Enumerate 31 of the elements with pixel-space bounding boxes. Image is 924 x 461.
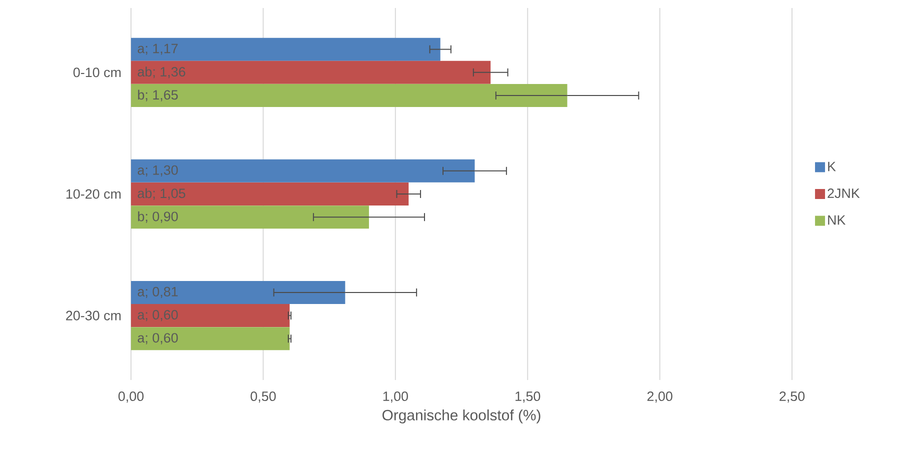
- x-tick-label: 1,00: [383, 392, 408, 403]
- x-tick-label: 0,50: [250, 392, 276, 403]
- data-label: ab; 1,36: [138, 66, 186, 78]
- y-tick-label: 20-30 cm: [66, 310, 121, 320]
- data-label: a; 0,81: [138, 286, 178, 298]
- bar: [131, 182, 409, 206]
- y-tick-label: 10-20 cm: [66, 189, 121, 199]
- legend-label: 2JNK: [828, 188, 860, 198]
- bar: [131, 327, 290, 350]
- data-label: a; 0,60: [138, 310, 178, 322]
- legend-label: K: [828, 162, 836, 172]
- data-label: b; 1,65: [138, 90, 178, 102]
- x-tick-label: 2,00: [647, 392, 672, 403]
- data-label: a; 1,30: [138, 165, 178, 176]
- y-tick-label: 0-10 cm: [73, 68, 121, 78]
- x-tick-label: 1,50: [516, 392, 540, 403]
- bar: [131, 280, 346, 304]
- bar: [131, 206, 369, 229]
- legend-label: NK: [828, 215, 846, 225]
- bar: [131, 84, 568, 108]
- bar: [131, 159, 475, 182]
- x-axis-title: Organische koolstof (%): [382, 409, 540, 424]
- bar: [131, 38, 440, 61]
- x-tick-label: 2,50: [780, 392, 805, 403]
- data-label: b; 0,90: [138, 211, 178, 223]
- x-tick-label: 0,00: [118, 392, 144, 403]
- data-label: a; 0,60: [138, 333, 178, 344]
- data-label: ab; 1,05: [138, 188, 186, 200]
- data-label: a; 1,17: [138, 44, 178, 55]
- bar: [131, 304, 290, 328]
- bar: [131, 60, 491, 84]
